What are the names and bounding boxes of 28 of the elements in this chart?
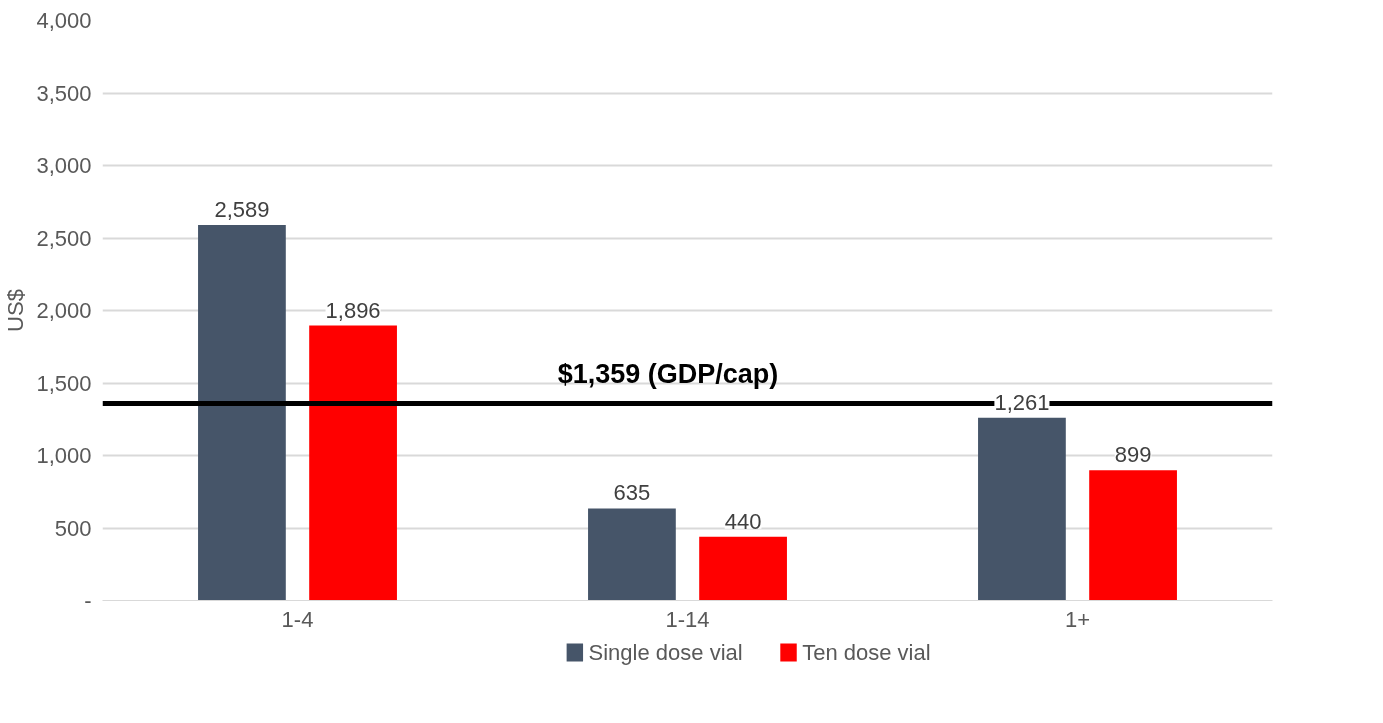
x-tick-label: 1-4 bbox=[281, 606, 314, 632]
data-label: 1,261 bbox=[994, 389, 1050, 415]
y-tick-label: 2,500 bbox=[36, 225, 92, 251]
y-tick-label: - bbox=[84, 588, 92, 613]
bar bbox=[198, 225, 286, 601]
data-label: 440 bbox=[724, 508, 762, 534]
legend-label: Ten dose vial bbox=[802, 640, 931, 665]
bar bbox=[699, 536, 787, 601]
x-tick-label: 1-14 bbox=[665, 606, 710, 632]
bar bbox=[978, 417, 1066, 601]
data-label: 635 bbox=[613, 480, 651, 506]
bar bbox=[588, 508, 676, 601]
y-tick-label: 4,000 bbox=[36, 8, 92, 33]
data-label: 2,589 bbox=[214, 197, 270, 223]
bar bbox=[309, 325, 397, 601]
y-tick-label: 3,500 bbox=[36, 80, 92, 106]
bar bbox=[1089, 470, 1177, 601]
data-label: 1,896 bbox=[325, 297, 381, 323]
x-tick-label: 1+ bbox=[1064, 606, 1091, 632]
ref-line-label: $1,359 (GDP/cap) bbox=[557, 359, 779, 390]
y-axis-title: US$ bbox=[3, 289, 29, 332]
y-tick-label: 500 bbox=[54, 515, 92, 541]
y-tick-label: 1,500 bbox=[36, 370, 92, 396]
data-label: 899 bbox=[1114, 442, 1152, 468]
y-tick-label: 1,000 bbox=[36, 443, 92, 468]
y-tick-label: 2,000 bbox=[36, 298, 92, 323]
y-tick-label: 3,000 bbox=[36, 153, 92, 178]
legend-label: Single dose vial bbox=[588, 640, 743, 665]
